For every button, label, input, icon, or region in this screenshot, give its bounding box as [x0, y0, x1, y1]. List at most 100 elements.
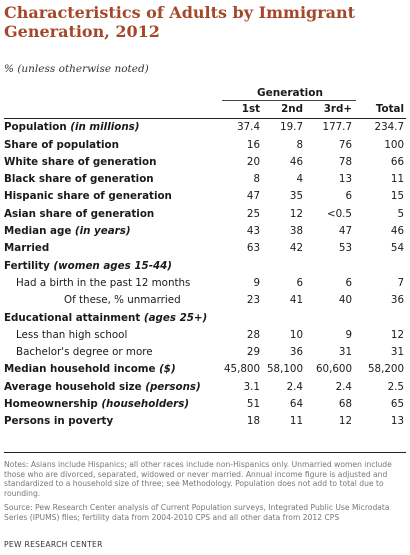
row-label: Bachelor's degree or more	[16, 344, 153, 361]
table-cell: 78	[338, 155, 352, 168]
table-cell: 37.4	[237, 121, 260, 134]
table-cell: 4	[296, 173, 303, 186]
row-label-text: Of these, % unmarried	[64, 294, 181, 307]
table-cell: <0.5	[326, 207, 352, 220]
row-label: Average household size (persons)	[4, 379, 201, 396]
row-label-qualifier: (in millions)	[70, 121, 140, 134]
table-cell: 43	[246, 225, 260, 238]
table-cell: 63	[246, 242, 260, 255]
table-cell: 38	[289, 225, 303, 238]
source-note: Source: Pew Research Center analysis of …	[4, 503, 390, 522]
row-label-text: Had a birth in the past 12 months	[16, 276, 191, 289]
row-label-text: Asian share of generation	[4, 207, 155, 220]
row-label-text: Educational attainment	[4, 311, 144, 324]
table-cell: 3.1	[243, 380, 260, 393]
row-label-text: Median age	[4, 225, 75, 238]
table-cell: 20	[246, 155, 260, 168]
row-label: White share of generation	[4, 154, 156, 171]
table-cell: 234.7	[374, 121, 404, 134]
row-label-qualifier: (in years)	[74, 225, 131, 238]
column-header-2nd: 2nd	[281, 103, 303, 115]
table-cell: 76	[338, 138, 352, 151]
table-cell: 28	[246, 328, 260, 341]
row-label-text: Less than high school	[16, 328, 128, 341]
table-cell: 46	[289, 155, 303, 168]
table-cell: 31	[338, 346, 352, 359]
table-cell: 19.7	[280, 121, 303, 134]
table-row: Had a birth in the past 12 months 9 6 6 7	[4, 275, 406, 292]
table-cell: 15	[390, 190, 404, 203]
table-cell: 36	[390, 294, 404, 307]
row-label: Share of population	[4, 137, 119, 154]
table-cell: 5	[397, 207, 404, 220]
data-table: 1st 2nd 3rd+ Total Population (in millio…	[4, 101, 406, 431]
generation-underline	[222, 100, 356, 101]
row-label-qualifier: (persons)	[145, 380, 201, 393]
row-label-qualifier: ($)	[159, 363, 176, 376]
table-row: Hispanic share of generation 47 35 6 15	[4, 188, 406, 205]
row-label: Population (in millions)	[4, 119, 140, 136]
row-label-text: Bachelor's degree or more	[16, 346, 153, 359]
table-cell: 100	[384, 138, 404, 151]
table-cell: 13	[390, 415, 404, 428]
table-cell: 51	[246, 398, 260, 411]
table-cell: 58,200	[367, 363, 404, 376]
table-cell: 8	[296, 138, 303, 151]
table-cell: 47	[338, 225, 352, 238]
table-cell: 53	[338, 242, 352, 255]
row-label-text: Married	[4, 242, 50, 255]
table-cell: 68	[338, 398, 352, 411]
table-cell: 12	[289, 207, 303, 220]
table-cell: 25	[246, 207, 260, 220]
table-row: Bachelor's degree or more 29 36 31 31	[4, 344, 406, 361]
table-cell: 6	[345, 190, 352, 203]
row-label: Median age (in years)	[4, 223, 131, 240]
table-cell: 54	[390, 242, 404, 255]
column-header-1st: 1st	[241, 103, 260, 115]
table-cell: 47	[246, 190, 260, 203]
table-cell: 12	[390, 328, 404, 341]
row-label: Hispanic share of generation	[4, 188, 172, 205]
notes: Notes: Asians include Hispanics; all oth…	[4, 460, 392, 498]
column-header-total: Total	[375, 103, 404, 115]
figure-subtitle: % (unless otherwise noted)	[4, 63, 149, 75]
row-label: Married	[4, 240, 49, 257]
row-label-qualifier: (women ages 15-44)	[53, 259, 172, 272]
organization-credit: PEW RESEARCH CENTER	[4, 540, 103, 549]
row-label-text: Average household size	[4, 380, 146, 393]
table-cell: 177.7	[322, 121, 352, 134]
generation-header: Generation	[257, 87, 323, 99]
table-row: Population (in millions) 37.4 19.7 177.7 234…	[4, 119, 406, 136]
table-row: Less than high school 28 10 9 12	[4, 327, 406, 344]
row-label: Less than high school	[16, 327, 127, 344]
table-cell: 60,600	[315, 363, 352, 376]
table-cell: 18	[246, 415, 260, 428]
table-row: Persons in poverty 18 11 12 13	[4, 413, 406, 430]
table-row: Median household income ($) 45,800 58,100 6…	[4, 361, 406, 378]
table-cell: 40	[338, 294, 352, 307]
row-label: Had a birth in the past 12 months	[16, 275, 190, 292]
table-row: Fertility (women ages 15-44)	[4, 258, 406, 275]
row-label-text: Fertility	[4, 259, 54, 272]
table-cell: 10	[289, 328, 303, 341]
table-row: Black share of generation 8 4 13 11	[4, 171, 406, 188]
row-label: Of these, % unmarried	[64, 292, 181, 309]
column-header-3rd-plus: 3rd+	[323, 103, 352, 115]
row-label: Homeownership (householders)	[4, 396, 189, 413]
table-cell: 9	[253, 276, 260, 289]
table-cell: 23	[246, 294, 260, 307]
table-cell: 35	[289, 190, 303, 203]
table-cell: 8	[253, 173, 260, 186]
row-label-text: White share of generation	[4, 155, 157, 168]
table-cell: 65	[390, 398, 404, 411]
row-label-text: Homeownership	[4, 398, 102, 411]
table-cell: 66	[390, 155, 404, 168]
table-cell: 13	[338, 173, 352, 186]
table-cell: 6	[296, 276, 303, 289]
table-cell: 36	[289, 346, 303, 359]
table-cell: 64	[289, 398, 303, 411]
table-cell: 12	[338, 415, 352, 428]
table-row: Share of population 16 8 76 100	[4, 137, 406, 154]
table-cell: 58,100	[266, 363, 303, 376]
